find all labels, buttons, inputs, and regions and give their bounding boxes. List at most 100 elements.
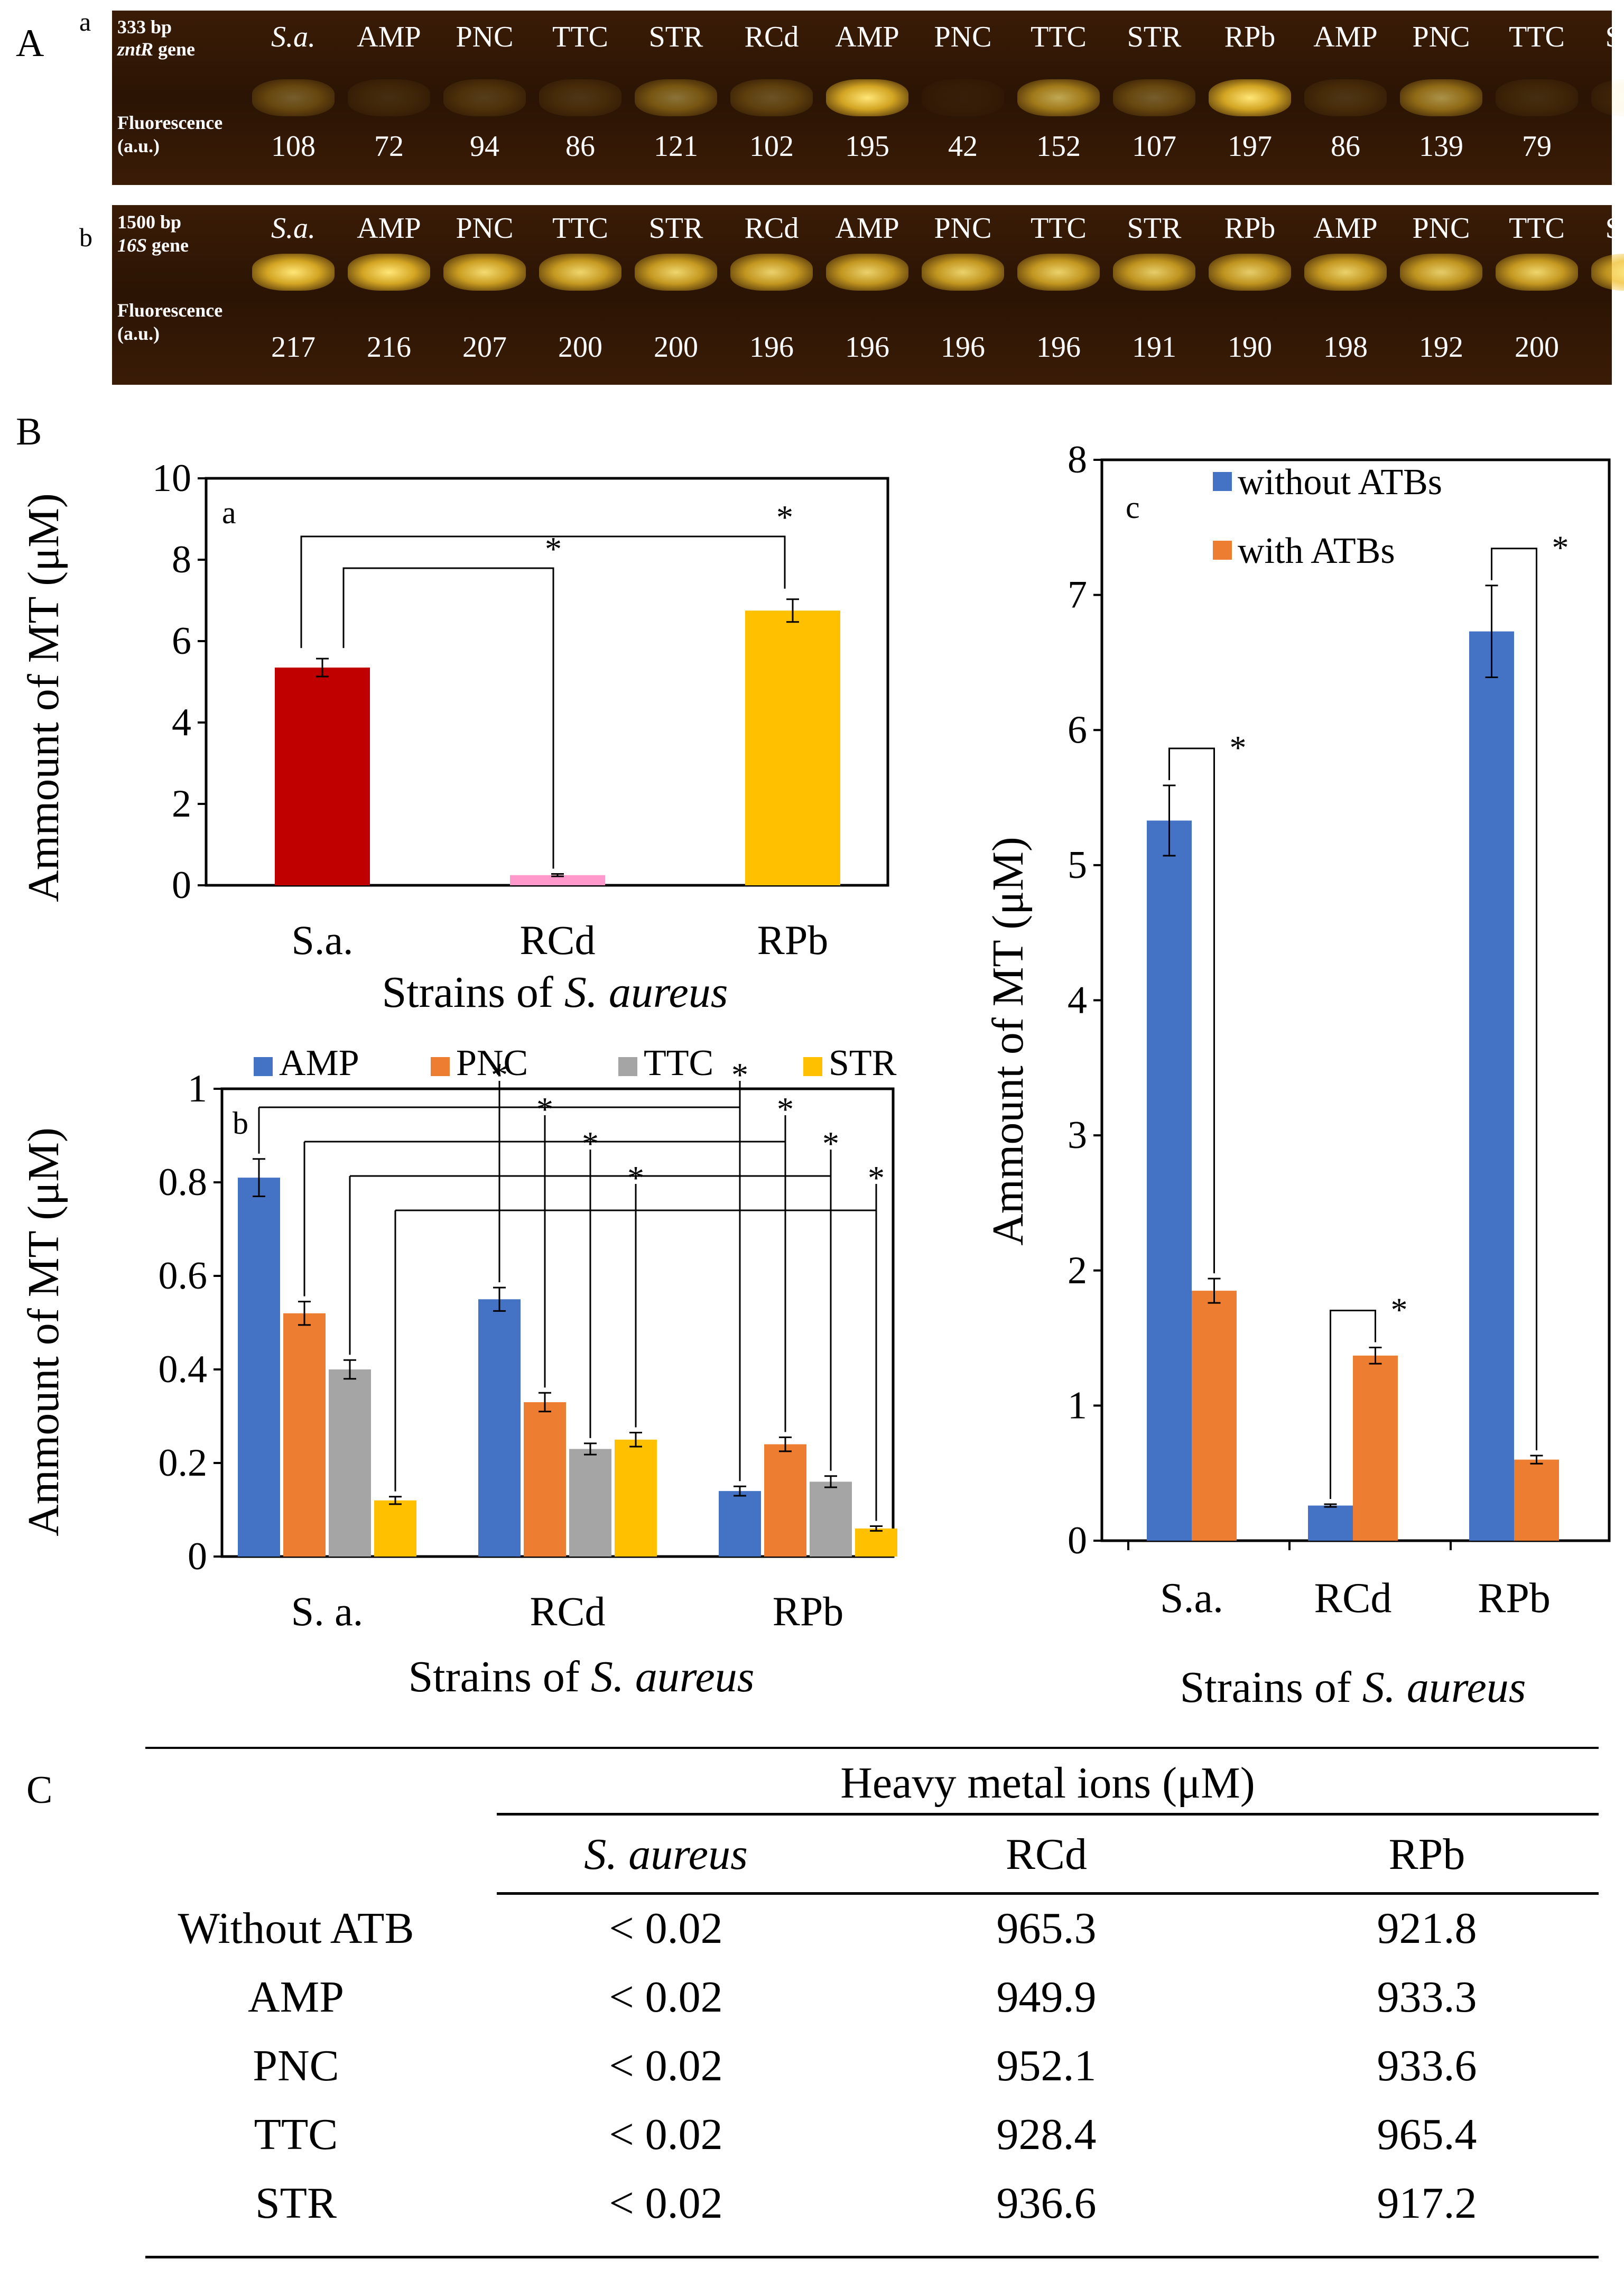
bc-y-tick-label: 5: [1068, 844, 1087, 887]
gel-a-band: [443, 79, 526, 116]
gel-a-lane-value: 94: [470, 130, 499, 163]
gel-a-lane-label: AMP: [835, 21, 899, 53]
gel-b-band: [1496, 254, 1578, 291]
ba-bar: [745, 610, 840, 885]
gel-b-lane-label: AMP: [1313, 212, 1378, 245]
table-cell: 928.4: [996, 2110, 1097, 2159]
bb-significance-star: *: [822, 1125, 839, 1162]
bc-x-tick-label: S.a.: [1160, 1575, 1223, 1622]
gel-a-lane-label: STR: [648, 21, 703, 53]
gel-a-band: [730, 79, 813, 116]
bc-y-tick-label: 0: [1068, 1519, 1087, 1562]
gel-a-band: [1113, 79, 1195, 116]
gel-a-lane-label: PNC: [1412, 21, 1470, 53]
gel-a-band: [539, 79, 621, 116]
ba-y-tick-label: 0: [172, 864, 191, 907]
ba-bar: [510, 875, 605, 885]
bc-legend-label: without ATBs: [1238, 462, 1442, 503]
table-row-label: PNC: [253, 2041, 339, 2090]
gel-a-lane-value: 86: [565, 130, 595, 163]
panel-c-letter: C: [26, 1768, 53, 1812]
bc-y-tick-label: 4: [1068, 979, 1087, 1022]
bc-bracket: [1168, 747, 1215, 1274]
gel-b-band: [1017, 254, 1100, 291]
bb-legend-swatch: [254, 1057, 273, 1076]
gel-a-lane-label: TTC: [1031, 21, 1087, 53]
gel-a-band: [922, 79, 1004, 116]
bb-bar: [569, 1449, 611, 1557]
gel-a-sub-letter: a: [79, 7, 91, 36]
gel-b-gene-suffix: gene: [147, 235, 189, 256]
gel-b-lane-value: 196: [1036, 331, 1081, 364]
gel-a-marker: 333 bp: [117, 16, 172, 38]
table-cell: 921.8: [1377, 1904, 1477, 1953]
gel-a-lane-label: TTC: [1509, 21, 1565, 53]
gel-a-lane-value: 121: [654, 130, 698, 163]
bb-bar: [810, 1481, 852, 1557]
bb-y-tick-label: 1: [188, 1067, 207, 1110]
table-cell: 965.4: [1377, 2110, 1477, 2159]
gel-b-fluor-label: Fluorescence: [117, 300, 223, 321]
gel-a-lane-label: PNC: [456, 21, 514, 53]
table-cell: < 0.02: [609, 2110, 723, 2159]
gel-b-marker: 1500 bp: [117, 211, 182, 233]
bc-legend-swatch: [1213, 541, 1232, 560]
bc-y-tick-label: 1: [1068, 1384, 1087, 1427]
gel-b-band: [1209, 254, 1291, 291]
gel-a-band: [252, 79, 335, 116]
bc-bracket: [1491, 548, 1537, 1450]
ba-y-tick-label: 10: [152, 457, 191, 500]
bb-bar: [478, 1299, 521, 1557]
gel-a-fluor-block: Fluorescence (a.u.): [117, 111, 222, 158]
bb-bar: [238, 1178, 280, 1557]
gel-b-lane-value: 196: [749, 331, 794, 364]
gel-b-band: [730, 254, 813, 291]
bc-y-tick-label: 3: [1068, 1114, 1087, 1157]
bb-y-tick-label: 0.4: [159, 1348, 208, 1391]
bb-legend-swatch: [431, 1057, 450, 1076]
table-col-rule: [497, 1892, 1599, 1895]
bc-y-tick-label: 2: [1068, 1249, 1087, 1292]
gel-b-band: [348, 254, 430, 291]
table-row-label: STR: [255, 2179, 337, 2228]
ba-significance-star: *: [545, 530, 562, 568]
bb-legend-label: PNC: [456, 1043, 528, 1083]
bc-legend-label: with ATBs: [1238, 531, 1395, 571]
table-cell: 936.6: [996, 2179, 1097, 2228]
bb-significance-star: *: [777, 1090, 794, 1128]
bb-y-tick-label: 0.2: [159, 1441, 208, 1485]
gel-b-lane-value: 198: [1323, 331, 1368, 364]
bb-significance-star: *: [582, 1125, 599, 1162]
table-row-label: TTC: [254, 2110, 338, 2159]
bb-bar: [719, 1491, 761, 1557]
gel-a-lane-label: S.a.: [271, 21, 315, 53]
bc-significance-star: *: [1391, 1291, 1408, 1328]
bb-legend-swatch: [618, 1057, 637, 1076]
gel-b-band: [1400, 254, 1482, 291]
gel-a-lane-value: 70: [1585, 129, 1624, 163]
gel-a-lane-value: 102: [749, 130, 794, 163]
bc-x-axis-title: Strains of S. aureus: [1180, 1663, 1526, 1712]
ba-y-tick-label: 2: [172, 782, 191, 826]
bb-sub-letter: b: [233, 1106, 248, 1141]
bc-bracket: [1330, 1309, 1376, 1499]
bc-bar: [1192, 1291, 1237, 1541]
gel-b-fluor-unit: (a.u.): [117, 323, 160, 344]
gel-b-lane-value: 207: [462, 331, 507, 364]
ba-y-axis-title: Ammount of MT (μM): [19, 493, 68, 902]
bb-legend-label: STR: [829, 1043, 897, 1083]
bb-x-axis-title: Strains of S. aureus: [409, 1652, 755, 1701]
chart-bb: 0 0.2 0.4 0.6 0.8 1b AMP PNC TTC STR S. a. RCd RPb * *…: [19, 1043, 897, 1701]
gel-b-lane-value: 200: [558, 331, 602, 364]
gel-a-lane-label: TTC: [552, 21, 608, 53]
table-row-label: Without ATB: [178, 1904, 414, 1953]
gel-b-sub-letter: b: [79, 223, 92, 252]
gel-b-lane-value: 191: [1132, 331, 1176, 364]
bc-bar: [1147, 820, 1192, 1541]
gel-b-lane-value: 216: [367, 331, 411, 364]
ba-sub-letter: a: [222, 495, 236, 530]
gel-b-lane-label: RPb: [1224, 212, 1276, 245]
bb-bar: [855, 1528, 897, 1557]
gel-a-band: [635, 79, 717, 116]
gel-b-lane-value: 217: [271, 331, 315, 364]
